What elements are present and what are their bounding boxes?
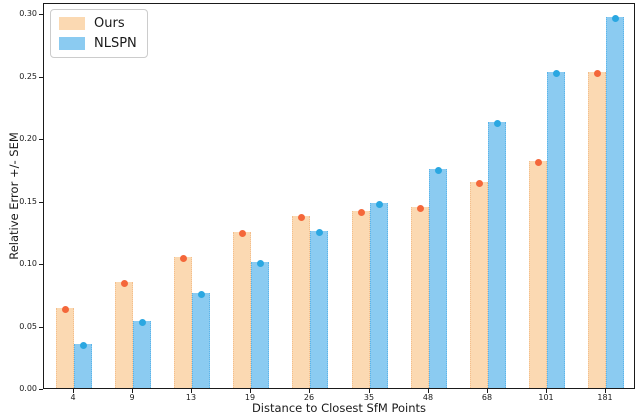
x-tick-mark [132,389,133,393]
legend-item-ours: Ours [59,16,137,31]
plot-area: Ours NLSPN [43,3,635,389]
marker-nlspn-9 [138,319,146,326]
bar-nlspn-181 [606,17,624,388]
x-tick-label: 13 [185,393,197,402]
bar-ours-35 [352,211,370,388]
marker-ours-9 [120,280,128,287]
bar-nlspn-13 [192,293,210,388]
y-tick-mark [39,264,43,265]
x-tick-mark [546,389,547,393]
y-tick-mark [39,14,43,15]
bar-nlspn-4 [74,344,92,388]
marker-nlspn-4 [79,342,87,349]
bar-nlspn-35 [370,203,388,388]
legend-item-nlspn: NLSPN [59,36,137,51]
bar-nlspn-26 [310,231,328,388]
x-tick-mark [428,389,429,393]
bar-ours-19 [233,232,251,388]
marker-nlspn-26 [315,229,323,236]
x-tick-mark [191,389,192,393]
y-tick-mark [39,327,43,328]
y-tick-label: 0.25 [19,72,37,81]
marker-ours-35 [357,209,365,216]
marker-ours-101 [534,159,542,166]
x-tick-mark [250,389,251,393]
x-axis-label: Distance to Closest SfM Points [251,401,427,415]
x-tick-label: 68 [481,393,493,402]
marker-nlspn-101 [552,70,560,77]
bar-ours-68 [470,182,488,388]
x-tick-label: 26 [303,393,315,402]
y-tick-mark [39,77,43,78]
bar-ours-13 [174,257,192,388]
y-tick-label: 0.30 [19,9,37,18]
y-tick-label: 0.20 [19,134,37,143]
legend-swatch-ours [59,17,85,30]
legend-label: NLSPN [94,36,137,51]
marker-ours-19 [238,230,246,237]
x-tick-mark [487,389,488,393]
marker-nlspn-13 [197,291,205,298]
marker-nlspn-35 [375,201,383,208]
marker-ours-48 [416,205,424,212]
bar-ours-101 [529,161,547,388]
marker-ours-26 [297,214,305,221]
marker-nlspn-48 [434,167,442,174]
bar-nlspn-101 [547,72,565,388]
bar-nlspn-68 [488,122,506,388]
x-tick-label: 4 [70,393,76,402]
bar-ours-26 [292,216,310,388]
x-tick-label: 181 [597,393,613,402]
marker-nlspn-19 [256,260,264,267]
marker-ours-4 [61,306,69,313]
x-tick-label: 19 [244,393,256,402]
legend: Ours NLSPN [50,9,148,58]
y-tick-mark [39,389,43,390]
y-tick-label: 0.05 [19,322,37,331]
x-tick-mark [309,389,310,393]
x-tick-mark [73,389,74,393]
y-tick-label: 0.15 [19,197,37,206]
legend-swatch-nlspn [59,37,85,50]
y-tick-mark [39,202,43,203]
x-tick-label: 101 [538,393,554,402]
legend-label: Ours [94,16,125,31]
bar-nlspn-48 [429,169,447,388]
x-tick-label: 35 [363,393,375,402]
x-tick-mark [369,389,370,393]
bar-nlspn-19 [251,262,269,388]
bar-ours-9 [115,282,133,388]
marker-ours-181 [593,70,601,77]
bar-ours-181 [588,72,606,388]
y-axis-label: Relative Error +/- SEM [7,132,21,260]
marker-nlspn-181 [611,15,619,22]
x-tick-mark [605,389,606,393]
x-tick-label: 48 [422,393,434,402]
y-tick-mark [39,139,43,140]
y-tick-label: 0.00 [19,384,37,393]
x-tick-label: 9 [129,393,135,402]
marker-ours-13 [179,255,187,262]
y-tick-label: 0.10 [19,259,37,268]
marker-ours-68 [475,180,483,187]
marker-nlspn-68 [493,120,501,127]
bar-ours-4 [56,308,74,388]
bar-ours-48 [411,207,429,388]
bar-nlspn-9 [133,321,151,388]
